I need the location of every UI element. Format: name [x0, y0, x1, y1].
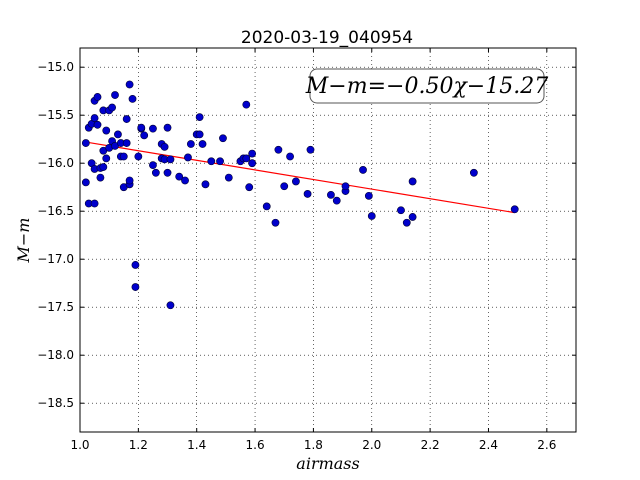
y-tick-label: −15.5: [37, 108, 74, 122]
data-point: [134, 152, 143, 161]
data-points: [81, 80, 519, 310]
data-point: [128, 94, 137, 103]
data-point: [195, 130, 204, 139]
data-point: [332, 196, 341, 205]
data-point: [122, 115, 131, 123]
data-point: [216, 157, 224, 166]
data-point: [166, 155, 175, 164]
grid-lines: [79, 48, 576, 432]
x-tick-label: 2.2: [421, 438, 440, 452]
data-point: [149, 161, 157, 170]
data-point: [108, 103, 116, 112]
data-point: [96, 173, 105, 182]
data-point: [131, 283, 140, 291]
y-tick-label: −16.5: [37, 204, 74, 218]
x-tick-label: 1.0: [70, 438, 89, 452]
data-point: [175, 172, 184, 181]
data-point: [201, 180, 210, 189]
y-tick-label: −17.5: [37, 300, 74, 314]
data-point: [286, 152, 294, 161]
data-point: [140, 131, 149, 140]
data-point: [111, 91, 119, 99]
data-point: [242, 154, 251, 163]
data-point: [292, 177, 300, 186]
data-point: [280, 182, 289, 191]
data-point: [163, 123, 172, 132]
data-point: [184, 153, 192, 162]
y-tick-label: −17.0: [37, 252, 74, 266]
data-point: [248, 149, 257, 158]
data-point: [125, 80, 134, 89]
x-tick-label: 2.4: [479, 438, 498, 452]
data-point: [303, 190, 312, 198]
data-point: [359, 166, 367, 174]
data-point: [274, 145, 283, 154]
plot-frame: [79, 47, 577, 433]
data-point: [408, 213, 417, 221]
data-point: [327, 190, 335, 199]
fit-equation-box: [309, 68, 545, 104]
fit-line: [85, 141, 515, 214]
data-point: [262, 202, 271, 211]
x-tick-label: 1.4: [187, 438, 206, 452]
y-axis-label: M−m: [14, 218, 33, 264]
y-tick-label: −18.5: [37, 396, 74, 410]
data-point: [81, 139, 90, 147]
chart-title: 2020-03-19_040954: [241, 28, 413, 48]
data-point: [408, 177, 417, 186]
x-tick-label: 2.0: [362, 438, 381, 452]
y-tick-label: −18.0: [37, 348, 74, 362]
data-point: [242, 100, 251, 109]
data-point: [306, 145, 315, 154]
data-point: [469, 168, 478, 177]
data-point: [125, 176, 134, 185]
data-point: [163, 168, 172, 177]
y-tick-label: −15.0: [37, 60, 74, 74]
data-point: [364, 191, 373, 200]
data-point: [122, 139, 131, 147]
data-point: [510, 205, 519, 214]
data-point: [151, 168, 160, 177]
data-point: [207, 157, 216, 166]
data-point: [271, 218, 280, 227]
data-point: [90, 199, 99, 208]
y-tick-label: −16.0: [37, 156, 74, 170]
data-point: [160, 142, 169, 151]
data-point: [367, 212, 376, 220]
fit-line-layer: [85, 141, 515, 214]
data-point: [195, 113, 204, 122]
x-tick-label: 1.2: [129, 438, 148, 452]
data-point: [131, 261, 140, 269]
x-tick-label: 1.8: [304, 438, 323, 452]
data-point: [102, 154, 111, 163]
data-point: [198, 140, 207, 148]
data-point: [245, 183, 254, 192]
data-point: [397, 206, 405, 215]
data-point: [119, 152, 128, 161]
fit-equation-label: M−m=−0.50χ−15.27: [305, 74, 548, 99]
data-point: [81, 178, 90, 187]
data-point: [166, 301, 175, 310]
x-tick-label: 2.6: [537, 438, 556, 452]
data-point: [219, 134, 227, 143]
data-point: [114, 130, 122, 139]
axis-ticks: 1.0 1.2 1.4 1.6 1.8 2.0 2.2 2.4 2.6 −15.0 −15.5 −16…: [37, 48, 576, 452]
data-point: [186, 140, 195, 148]
data-point: [93, 120, 102, 129]
data-point: [99, 163, 108, 171]
data-point: [248, 159, 257, 168]
data-point: [402, 218, 411, 227]
data-point: [181, 176, 189, 185]
data-point: [93, 93, 102, 101]
x-axis-label: airmass: [296, 454, 359, 473]
data-point: [341, 182, 350, 191]
data-point: [224, 173, 233, 182]
data-point: [102, 126, 111, 135]
data-point: [137, 123, 146, 132]
x-tick-label: 1.6: [246, 438, 265, 452]
data-point: [149, 124, 157, 133]
data-point: [90, 114, 99, 122]
